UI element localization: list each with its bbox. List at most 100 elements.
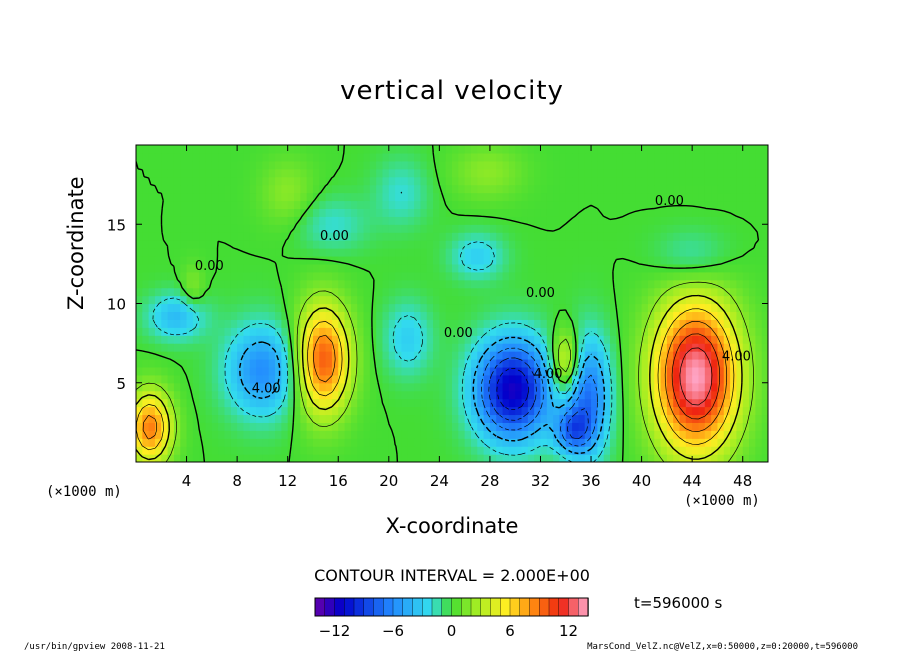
heatmap-cell: [256, 358, 263, 368]
heatmap-cell: [338, 248, 346, 257]
heatmap-cell: [483, 168, 491, 178]
heatmap-cell: [243, 152, 251, 162]
heatmap-cell: [312, 224, 320, 233]
heatmap-cell: [730, 184, 737, 194]
heatmap-cell: [755, 200, 763, 209]
heatmap-cell: [711, 200, 719, 209]
heatmap-cell: [458, 351, 466, 360]
heatmap-cell: [230, 176, 238, 186]
heatmap-cell: [597, 271, 605, 281]
heatmap-cell: [287, 287, 295, 297]
heatmap-cell: [477, 263, 485, 273]
heatmap-cell: [749, 311, 756, 320]
heatmap-cell: [692, 398, 700, 408]
heatmap-cell: [338, 160, 346, 170]
heatmap-cell: [458, 152, 466, 162]
heatmap-cell: [692, 422, 700, 431]
heatmap-cell: [452, 248, 459, 257]
heatmap-cell: [376, 176, 384, 186]
heatmap-cell: [388, 430, 396, 439]
heatmap-cell: [357, 255, 365, 265]
heatmap-cell: [641, 248, 649, 257]
heatmap-cell: [401, 271, 409, 281]
heatmap-cell: [224, 366, 232, 376]
heatmap-cell: [711, 271, 719, 281]
heatmap-cell: [470, 422, 478, 431]
heatmap-cell: [559, 382, 567, 392]
heatmap-cell: [584, 240, 592, 249]
heatmap-cell: [173, 279, 181, 289]
heatmap-cell: [464, 454, 472, 462]
heatmap-cell: [584, 255, 592, 265]
heatmap-cell: [464, 168, 472, 178]
heatmap-cell: [312, 232, 320, 241]
heatmap-cell: [470, 279, 478, 289]
heatmap-cell: [281, 406, 289, 416]
heatmap-cell: [136, 351, 143, 360]
heatmap-cell: [230, 327, 238, 336]
heatmap-cell: [483, 430, 491, 439]
x-axis-label: X-coordinate: [385, 514, 519, 538]
heatmap-cell: [483, 208, 491, 217]
heatmap-cell: [540, 224, 548, 233]
heatmap-cell: [508, 335, 516, 344]
heatmap-cell: [388, 287, 396, 297]
heatmap-cell: [749, 176, 756, 186]
heatmap-cell: [218, 319, 226, 328]
heatmap-cell: [376, 208, 384, 217]
heatmap-cell: [666, 160, 674, 170]
heatmap-cell: [452, 287, 459, 297]
heatmap-cell: [641, 279, 649, 289]
heatmap-cell: [420, 311, 428, 320]
heatmap-cell: [173, 160, 181, 170]
heatmap-cell: [616, 430, 624, 439]
heatmap-cell: [628, 454, 636, 462]
heatmap-cell: [527, 366, 535, 376]
heatmap-cell: [502, 343, 510, 352]
heatmap-cell: [546, 406, 554, 416]
heatmap-cell: [268, 160, 276, 170]
heatmap-cell: [350, 335, 358, 344]
heatmap-cell: [502, 335, 510, 344]
heatmap-cell: [249, 271, 257, 281]
heatmap-cell: [433, 271, 440, 281]
heatmap-cell: [167, 216, 175, 225]
heatmap-cell: [439, 287, 447, 297]
heatmap-cell: [433, 327, 440, 336]
heatmap-cell: [515, 327, 523, 336]
heatmap-cell: [464, 176, 472, 186]
heatmap-cell: [237, 319, 245, 328]
heatmap-cell: [445, 327, 453, 336]
heatmap-cell: [262, 200, 270, 209]
heatmap-cell: [704, 430, 712, 439]
heatmap-cell: [230, 248, 238, 257]
heatmap-cell: [572, 327, 579, 336]
heatmap-cell: [489, 263, 497, 273]
heatmap-cell: [673, 422, 681, 431]
heatmap-cell: [224, 351, 232, 360]
heatmap-cell: [470, 160, 478, 170]
heatmap-cell: [717, 271, 725, 281]
heatmap-cell: [730, 422, 737, 431]
heatmap-cell: [376, 168, 384, 178]
heatmap-cell: [148, 208, 156, 217]
heatmap-cell: [527, 208, 535, 217]
heatmap-cell: [597, 446, 605, 455]
heatmap-cell: [350, 390, 358, 400]
heatmap-cell: [161, 335, 169, 344]
heatmap-cell: [192, 200, 200, 209]
heatmap-cell: [730, 311, 737, 320]
heatmap-cell: [603, 366, 611, 376]
heatmap-cell: [628, 152, 636, 162]
heatmap-cell: [508, 390, 516, 400]
heatmap-cell: [717, 240, 725, 249]
heatmap-cell: [673, 232, 681, 241]
heatmap-cell: [622, 160, 630, 170]
colorbar-segment: [558, 597, 570, 617]
heatmap-cell: [312, 208, 320, 217]
heatmap-cell: [464, 287, 472, 297]
heatmap-cell: [666, 271, 674, 281]
heatmap-cell: [597, 311, 605, 320]
heatmap-cell: [243, 145, 251, 154]
heatmap-cell: [641, 406, 649, 416]
